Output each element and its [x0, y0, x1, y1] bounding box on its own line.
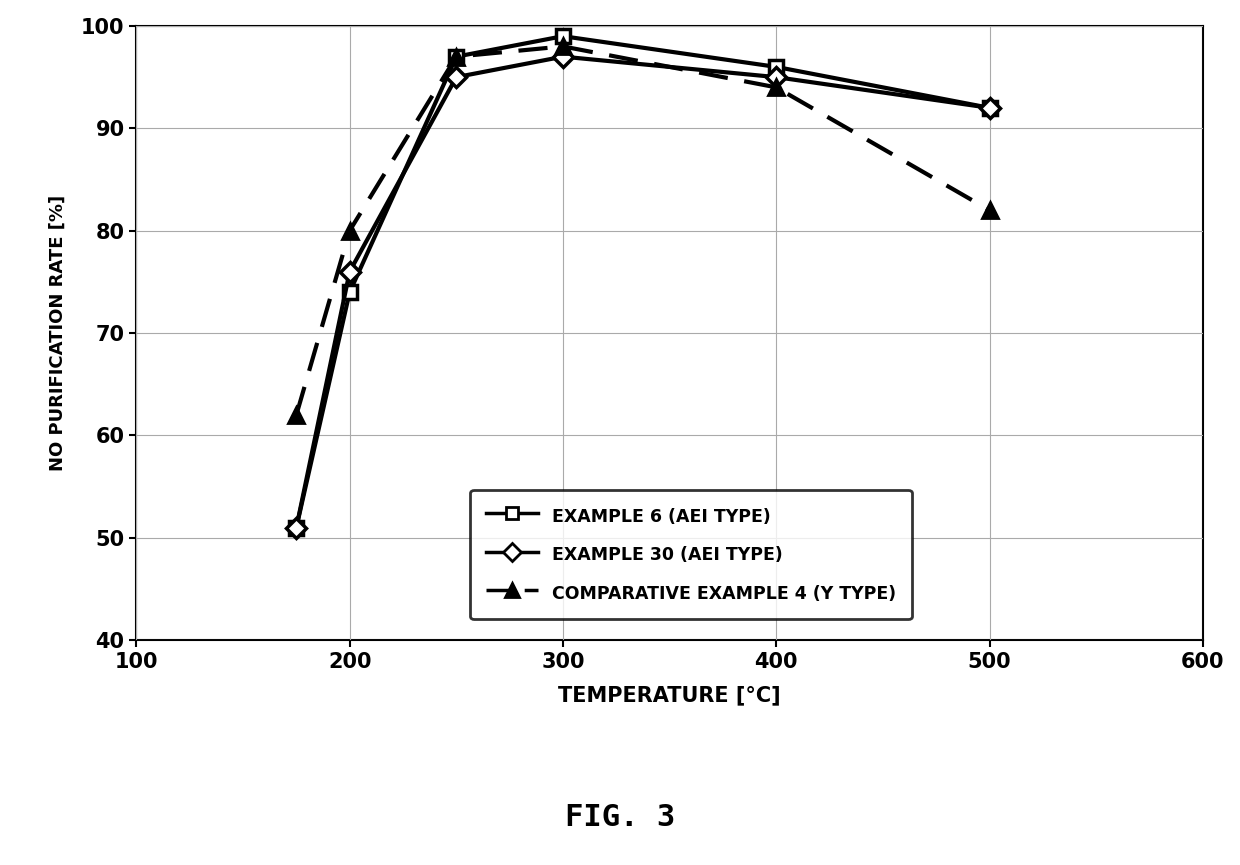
Y-axis label: NO PURIFICATION RATE [%]: NO PURIFICATION RATE [%]: [50, 195, 67, 471]
Legend: EXAMPLE 6 (AEI TYPE), EXAMPLE 30 (AEI TYPE), COMPARATIVE EXAMPLE 4 (Y TYPE): EXAMPLE 6 (AEI TYPE), EXAMPLE 30 (AEI TY…: [470, 490, 911, 619]
X-axis label: TEMPERATURE [°C]: TEMPERATURE [°C]: [558, 686, 781, 706]
Text: FIG. 3: FIG. 3: [565, 803, 675, 832]
